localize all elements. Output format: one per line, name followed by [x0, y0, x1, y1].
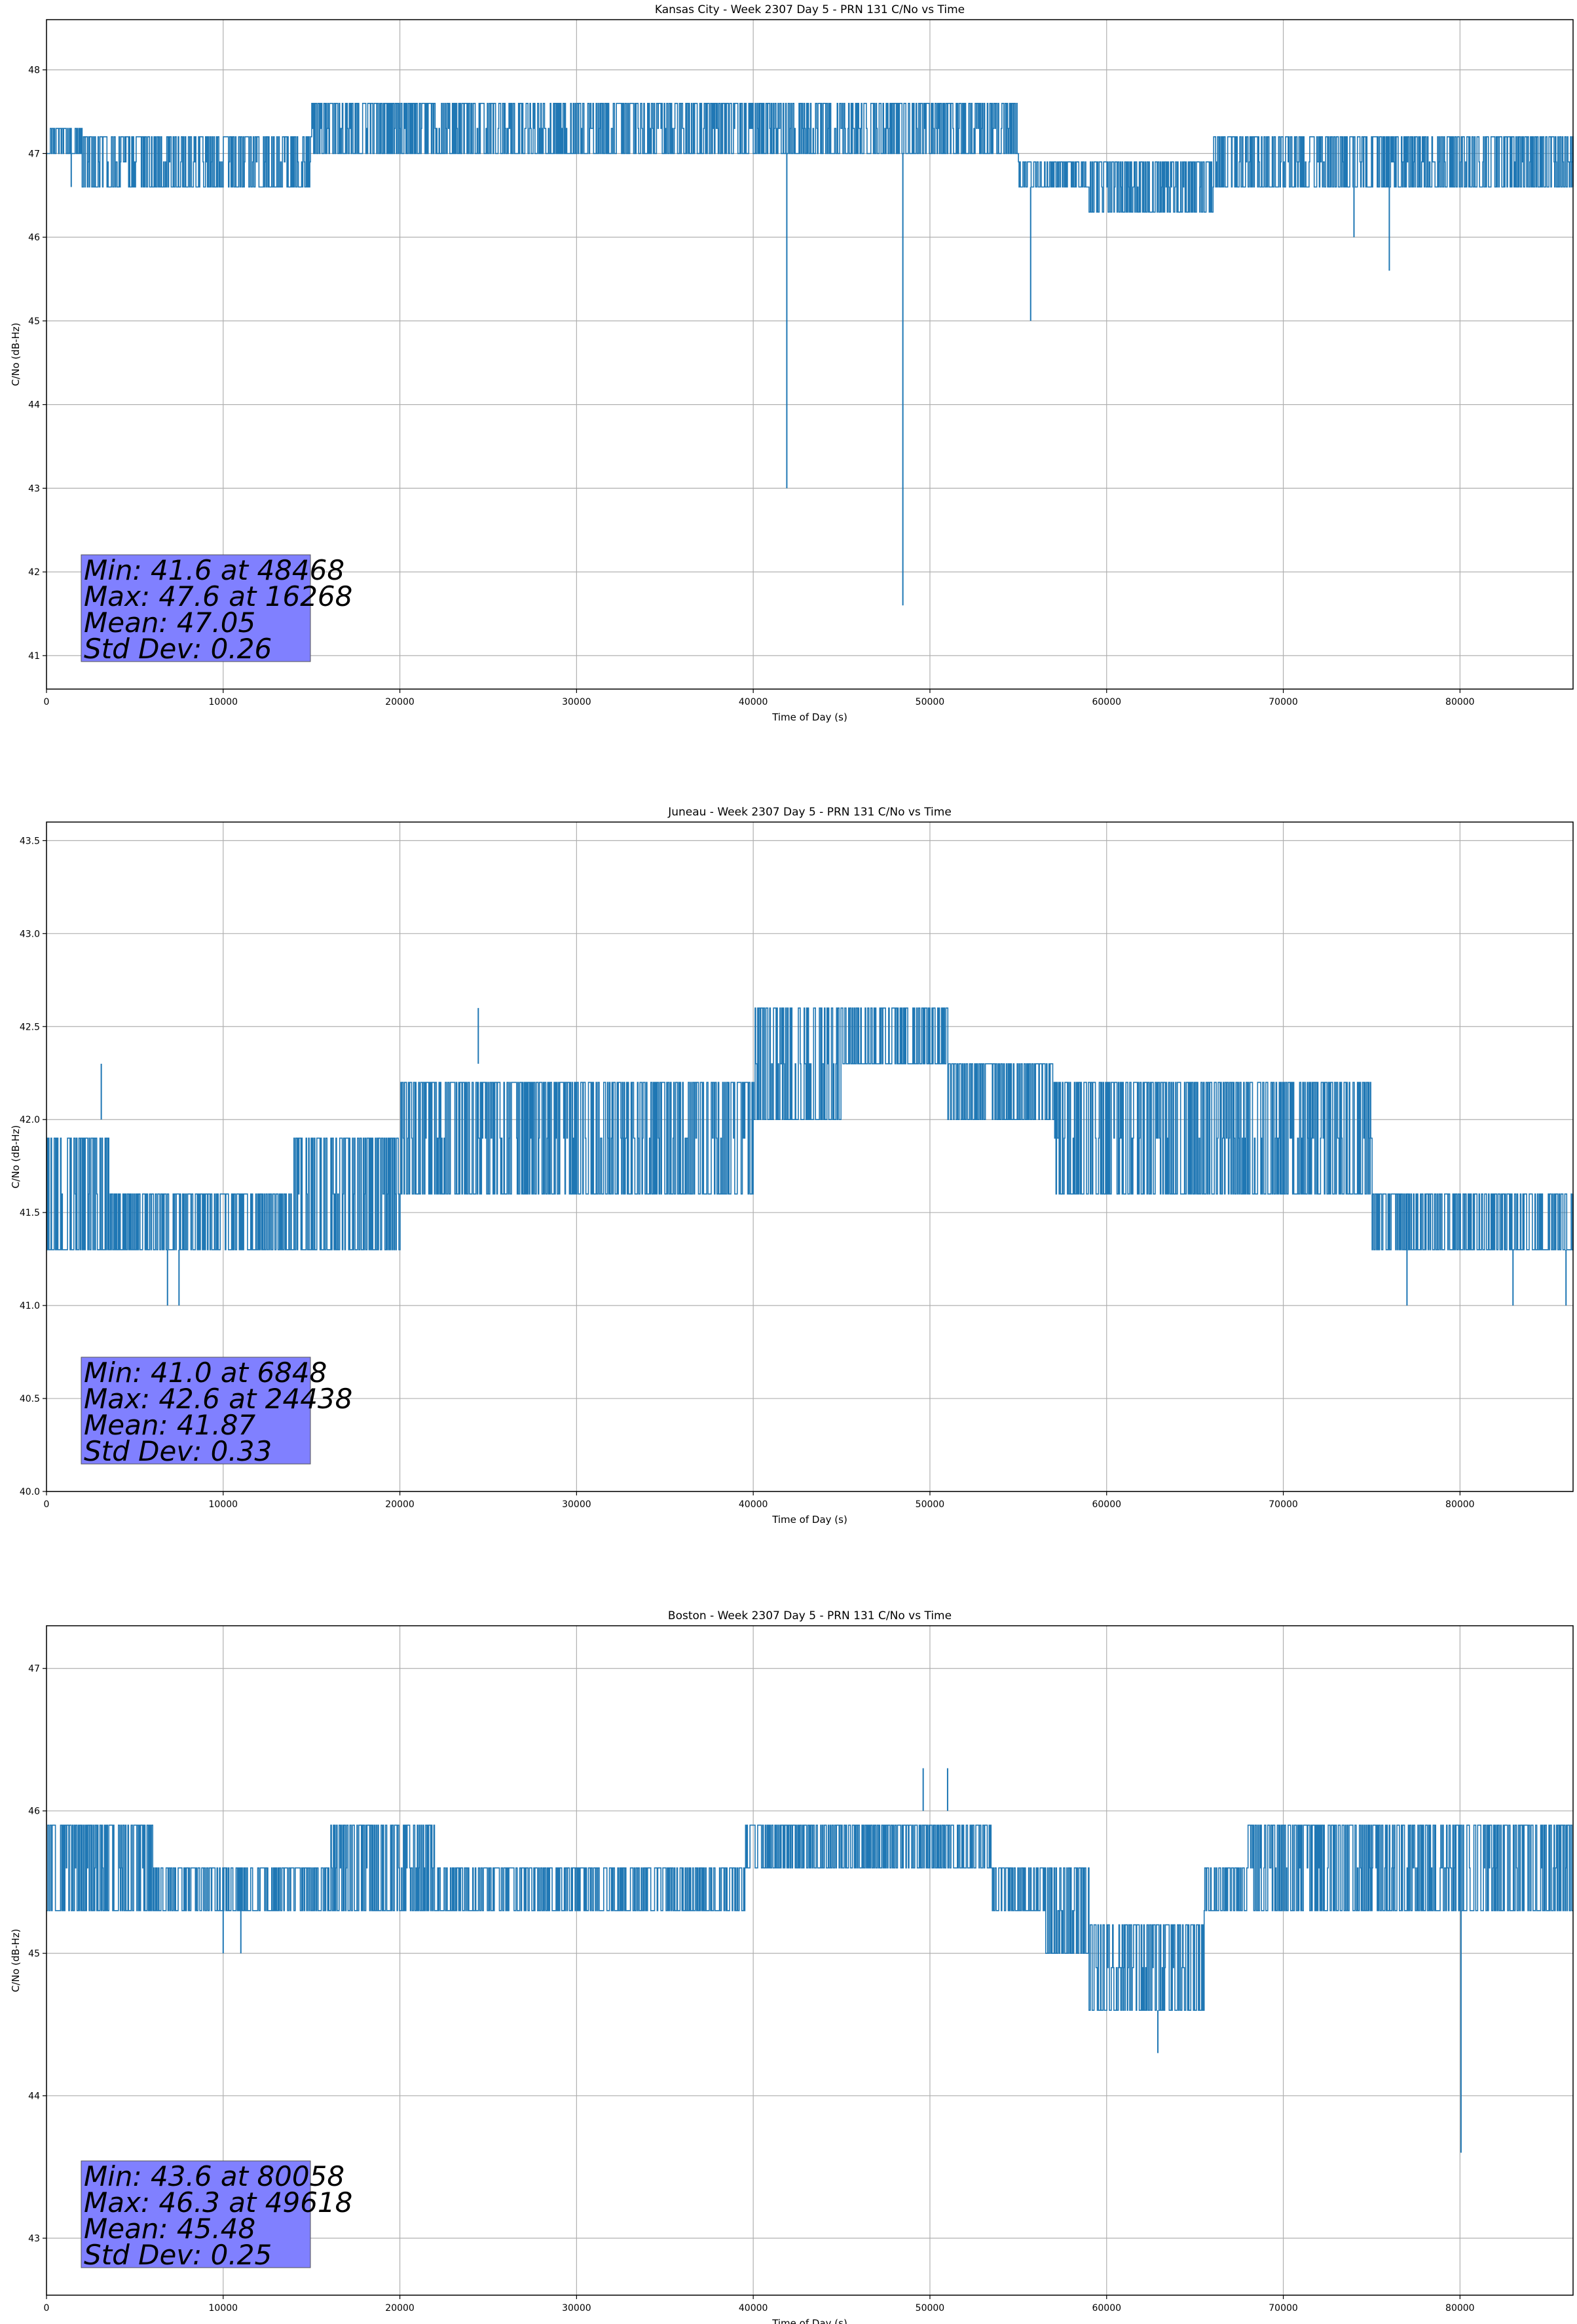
stats-line: Mean: 45.48 — [84, 2213, 255, 2245]
x-tick-label: 60000 — [1092, 697, 1121, 707]
y-tick-label: 42.5 — [20, 1022, 40, 1032]
stats-line: Std Dev: 0.26 — [84, 633, 272, 665]
y-tick-label: 41 — [28, 651, 40, 662]
x-tick-label: 40000 — [739, 1499, 768, 1510]
x-tick-label: 20000 — [385, 697, 415, 707]
stats-line: Max: 42.6 at 24438 — [84, 1383, 352, 1415]
x-tick-label: 70000 — [1269, 697, 1298, 707]
y-tick-label: 47 — [28, 1664, 40, 1674]
x-tick-label: 40000 — [739, 697, 768, 707]
x-tick-label: 10000 — [209, 1499, 238, 1510]
x-tick-label: 0 — [44, 1499, 50, 1510]
x-tick-label: 50000 — [916, 2303, 945, 2314]
y-tick-label: 47 — [28, 149, 40, 159]
x-tick-label: 10000 — [209, 697, 238, 707]
x-tick-label: 60000 — [1092, 2303, 1121, 2314]
stats-line: Min: 41.6 at 48468 — [84, 554, 344, 586]
x-tick-label: 70000 — [1269, 1499, 1298, 1510]
axes-frame — [46, 1625, 1574, 2296]
y-tick-label: 45 — [28, 1949, 40, 1959]
y-tick-label: 46 — [28, 233, 40, 243]
x-tick-label: 20000 — [385, 1499, 415, 1510]
y-axis-label: C/No (dB-Hz) — [10, 1125, 22, 1189]
stats-line: Std Dev: 0.25 — [84, 2239, 272, 2271]
x-tick-label: 80000 — [1445, 697, 1475, 707]
stats-line: Max: 47.6 at 16268 — [84, 580, 352, 612]
y-tick-label: 43.0 — [20, 929, 40, 939]
x-tick-label: 30000 — [562, 2303, 591, 2314]
y-tick-label: 43.5 — [20, 836, 40, 846]
stats-line: Min: 43.6 at 80058 — [84, 2160, 344, 2192]
y-tick-label: 45 — [28, 316, 40, 327]
chart-title: Kansas City - Week 2307 Day 5 - PRN 131 … — [655, 3, 965, 16]
y-tick-label: 48 — [28, 66, 40, 76]
y-tick-label: 40.5 — [20, 1394, 40, 1404]
y-tick-label: 44 — [28, 2091, 40, 2102]
x-tick-label: 50000 — [916, 1499, 945, 1510]
axes-frame — [46, 19, 1574, 690]
x-axis-label: Time of Day (s) — [771, 711, 847, 723]
stats-line: Max: 46.3 at 49618 — [84, 2186, 352, 2219]
x-axis-label: Time of Day (s) — [771, 1514, 847, 1526]
x-tick-label: 60000 — [1092, 1499, 1121, 1510]
x-axis-label: Time of Day (s) — [771, 2317, 847, 2324]
x-tick-label: 30000 — [562, 697, 591, 707]
chart-title: Boston - Week 2307 Day 5 - PRN 131 C/No … — [668, 1609, 952, 1622]
axes-frame — [46, 821, 1574, 1492]
chart-juneau: 0 10000 20000 30000 40000 50000 60000 70000 8000… — [10, 806, 1574, 1526]
x-tick-label: 50000 — [916, 697, 945, 707]
y-tick-label: 43 — [28, 483, 40, 494]
y-tick-label: 44 — [28, 400, 40, 411]
chart-boston: 0 10000 20000 30000 40000 50000 60000 70000 8000… — [10, 1609, 1574, 2324]
y-tick-label: 41.0 — [20, 1301, 40, 1311]
chart-kansas-city: 0 10000 20000 30000 40000 50000 60000 70000 8000… — [10, 3, 1574, 723]
data-series-line — [46, 1824, 1573, 2011]
chart-title: Juneau - Week 2307 Day 5 - PRN 131 C/No … — [667, 806, 952, 819]
x-tick-label: 30000 — [562, 1499, 591, 1510]
stats-line: Mean: 41.87 — [84, 1409, 255, 1441]
y-axis-label: C/No (dB-Hz) — [10, 1929, 22, 1993]
data-series-line — [46, 103, 1574, 213]
x-tick-label: 70000 — [1269, 2303, 1298, 2314]
stats-box — [81, 1357, 311, 1465]
x-tick-label: 20000 — [385, 2303, 415, 2314]
y-tick-label: 43 — [28, 2234, 40, 2244]
x-tick-label: 80000 — [1445, 1499, 1475, 1510]
stats-line: Min: 41.0 at 6848 — [84, 1357, 327, 1389]
x-tick-label: 80000 — [1445, 2303, 1475, 2314]
y-tick-label: 42.0 — [20, 1115, 40, 1125]
x-tick-label: 0 — [44, 697, 50, 707]
x-tick-label: 0 — [44, 2303, 50, 2314]
y-tick-label: 46 — [28, 1807, 40, 1817]
data-series-line — [46, 1007, 1574, 1250]
y-tick-label: 42 — [28, 567, 40, 578]
x-tick-label: 10000 — [209, 2303, 238, 2314]
stats-box — [81, 2160, 311, 2268]
y-tick-label: 40.0 — [20, 1487, 40, 1497]
y-tick-label: 41.5 — [20, 1208, 40, 1218]
stats-line: Mean: 47.05 — [84, 607, 255, 639]
stats-box — [81, 554, 311, 662]
x-tick-label: 40000 — [739, 2303, 768, 2314]
y-axis-label: C/No (dB-Hz) — [10, 323, 22, 386]
stats-line: Std Dev: 0.33 — [84, 1435, 272, 1467]
